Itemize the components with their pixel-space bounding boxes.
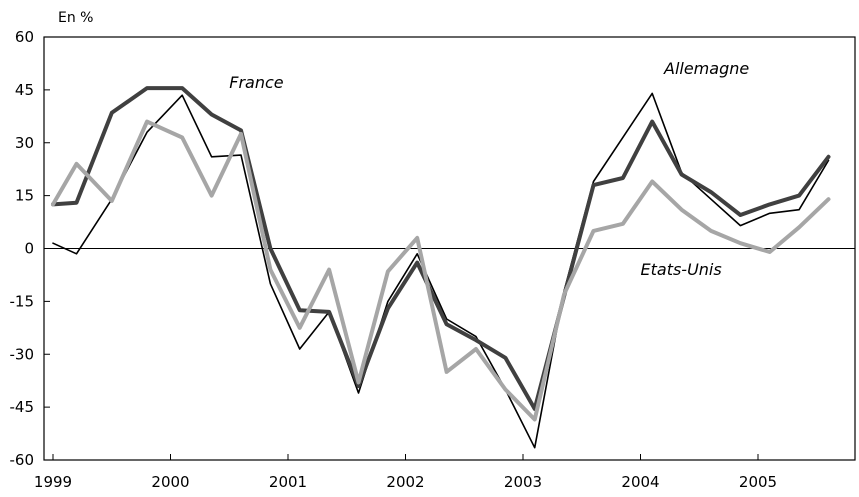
series-line-france bbox=[51, 86, 831, 411]
x-tick-label: 2002 bbox=[386, 473, 424, 491]
y-tick-label: 15 bbox=[15, 187, 34, 205]
series-label-allemagne: Allemagne bbox=[663, 59, 749, 78]
y-tick-label: 0 bbox=[24, 240, 34, 258]
unit-label: En % bbox=[58, 10, 93, 26]
x-tick-label: 2001 bbox=[269, 473, 307, 491]
series-label-france: France bbox=[229, 73, 284, 92]
x-tick-label: 2000 bbox=[151, 473, 189, 491]
series-line-etats-unis bbox=[51, 119, 831, 422]
y-tick-label: -15 bbox=[10, 292, 35, 310]
series-label-etats-unis: Etats-Unis bbox=[641, 260, 722, 279]
x-tick-label: 2004 bbox=[621, 473, 659, 491]
y-tick-label: -45 bbox=[10, 398, 35, 416]
series-line-allemagne bbox=[52, 92, 830, 449]
y-tick-label: 45 bbox=[15, 81, 34, 99]
y-tick-label: -60 bbox=[10, 451, 35, 469]
y-tick-label: 30 bbox=[15, 134, 34, 152]
x-tick-label: 2003 bbox=[504, 473, 542, 491]
x-tick-label: 1999 bbox=[34, 473, 72, 491]
x-tick-label: 2005 bbox=[739, 473, 777, 491]
plot-area: 60 45 30 15 0 -15 -30 -45 -60 1999 2000 2001 2002 200… bbox=[10, 28, 856, 491]
y-tick-label: -30 bbox=[10, 345, 35, 363]
y-tick-label: 60 bbox=[15, 28, 34, 46]
